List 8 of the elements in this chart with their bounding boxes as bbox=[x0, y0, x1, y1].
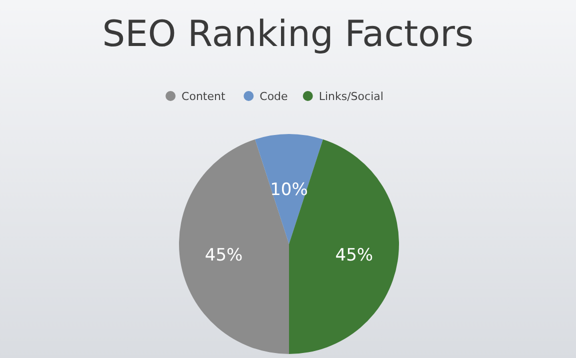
pie-slice bbox=[255, 134, 323, 244]
data-label: 45% bbox=[335, 245, 374, 266]
legend-label: Code bbox=[260, 90, 288, 103]
legend-label: Content bbox=[182, 90, 226, 103]
data-label: 10% bbox=[270, 180, 308, 200]
chart-title: SEO Ranking Factors bbox=[102, 14, 474, 55]
data-label: 45% bbox=[204, 245, 243, 266]
legend-label: Links/Social bbox=[318, 90, 384, 103]
